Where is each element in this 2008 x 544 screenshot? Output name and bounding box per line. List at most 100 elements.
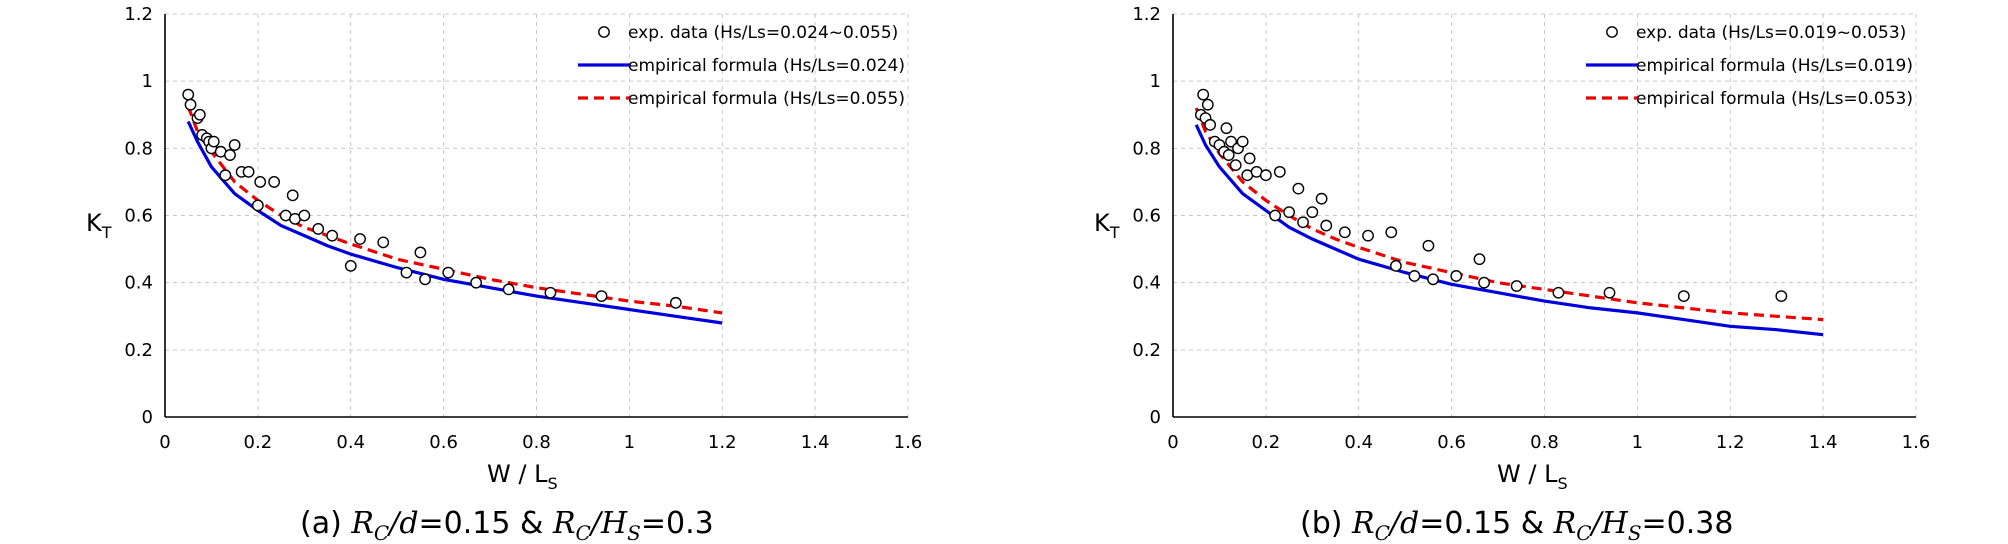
legend-label: empirical formula (Hs/Ls=0.053) [1636,89,1913,109]
y-tick-label: 0.4 [124,273,153,294]
data-point [182,88,195,101]
data-point [1450,270,1463,282]
x-tick-label: 1.4 [801,432,830,453]
x-tick-label: 1 [624,432,635,453]
data-point [193,108,206,121]
legend-label: empirical formula (Hs/Ls=0.055) [628,89,905,109]
x-tick-label: 0 [159,432,170,453]
data-point [1222,149,1235,161]
y-tick-label: 0 [142,407,153,428]
data-point [219,169,232,182]
data-point [1197,88,1210,101]
x-tick-label: 0.6 [429,432,458,453]
y-tick-label: 0.6 [124,206,153,227]
data-point [419,273,431,286]
data-point [1297,216,1309,229]
data-point [354,233,366,245]
data-point [1552,286,1565,299]
data-marks-b [1194,88,1824,337]
data-point [595,290,608,302]
data-point [242,165,255,178]
x-tick-label: 0.4 [336,432,365,453]
data-point [344,259,357,272]
data-point [184,98,197,111]
y-tick-label: 0 [1150,407,1161,428]
x-tick-label: 1.2 [708,432,737,453]
x-tick-label: 0 [1167,432,1178,453]
x-axis-label-b: W / LS [1497,460,1568,493]
chart-panel-b: 0 0.2 0.4 0.6 0.8 1 1.2 0 0.2 0.4 0.6 0.8 1 1.2 1.4 1.… [1094,4,1930,544]
x-tick-label: 1.4 [1809,432,1838,453]
y-ticks-b: 0 0.2 0.4 0.6 0.8 1 1.2 [1132,4,1161,428]
data-point [1427,273,1439,286]
data-point [326,229,339,242]
data-point [1422,239,1435,252]
data-point [1273,165,1286,178]
x-tick-label: 1.6 [894,432,923,453]
legend-a: exp. data (Hs/Ls=0.024~0.055) empirical f… [578,23,905,109]
y-ticks-a: 0 0.2 0.4 0.6 0.8 1 1.2 [124,4,153,428]
data-point [207,135,220,148]
data-point [1229,159,1242,172]
caption-a: (a) RC/d=0.15 & RC/HS=0.3 [300,506,714,544]
x-tick-label: 1 [1632,432,1643,453]
data-point [1259,169,1272,182]
data-point [1220,122,1233,135]
x-axis-label-a: W / LS [487,460,558,493]
data-point [1320,219,1333,232]
data-point [1338,226,1351,239]
x-tick-label: 0.4 [1344,432,1373,453]
y-axis-label-b: KT [1094,209,1120,242]
series-line-1 [1194,124,1824,337]
x-tick-label: 0.2 [1252,432,1281,453]
y-tick-label: 0.8 [1132,138,1161,159]
y-tick-label: 1.2 [124,4,153,25]
x-tick-label: 1.6 [1902,432,1931,453]
data-point [470,276,483,289]
data-point [400,266,413,279]
data-point [1201,98,1214,111]
x-tick-label: 0.6 [1437,432,1466,453]
data-point [669,296,682,309]
chart-panel-a: 0 0.2 0.4 0.6 0.8 1 1.2 0 0.2 0.4 0.6 0.8 1 1.2 1.4 1.… [86,4,922,544]
y-tick-label: 0.2 [124,340,153,361]
data-point [1243,152,1256,165]
x-tick-label: 1.2 [1716,432,1745,453]
series-line-2 [1194,107,1824,322]
data-point [228,139,241,151]
data-point [1225,135,1237,148]
legend-marker [1606,26,1618,38]
data-point [1385,226,1398,239]
y-tick-label: 1 [142,71,153,92]
y-tick-label: 1.2 [1132,4,1161,25]
data-point [1677,290,1690,302]
data-point [1269,209,1282,222]
legend-label: exp. data (Hs/Ls=0.019~0.053) [1636,23,1906,43]
data-point [312,223,325,235]
x-ticks-b: 0 0.2 0.4 0.6 0.8 1 1.2 1.4 1.6 [1167,432,1930,453]
data-point [1292,182,1305,195]
series-line-1 [186,120,723,325]
data-point [414,246,427,259]
data-point [254,176,267,188]
data-point [1473,253,1486,266]
data-point [1408,270,1421,282]
caption-b: (b) RC/d=0.15 & RC/HS=0.38 [1300,506,1733,544]
data-point [286,189,299,202]
data-point [298,209,311,222]
gridlines-b [1172,13,1917,418]
y-tick-label: 0.4 [1132,273,1161,294]
data-point [1315,192,1328,205]
data-point [442,266,455,279]
y-tick-label: 1 [1150,71,1161,92]
x-ticks-a: 0 0.2 0.4 0.6 0.8 1 1.2 1.4 1.6 [159,432,922,453]
x-tick-label: 0.8 [522,432,551,453]
data-point [1603,286,1616,299]
data-point [224,149,236,161]
y-tick-label: 0.8 [124,138,153,159]
data-point [1236,135,1249,148]
legend-marker [598,26,610,38]
data-point [268,176,281,188]
legend-label: empirical formula (Hs/Ls=0.024) [628,56,905,76]
